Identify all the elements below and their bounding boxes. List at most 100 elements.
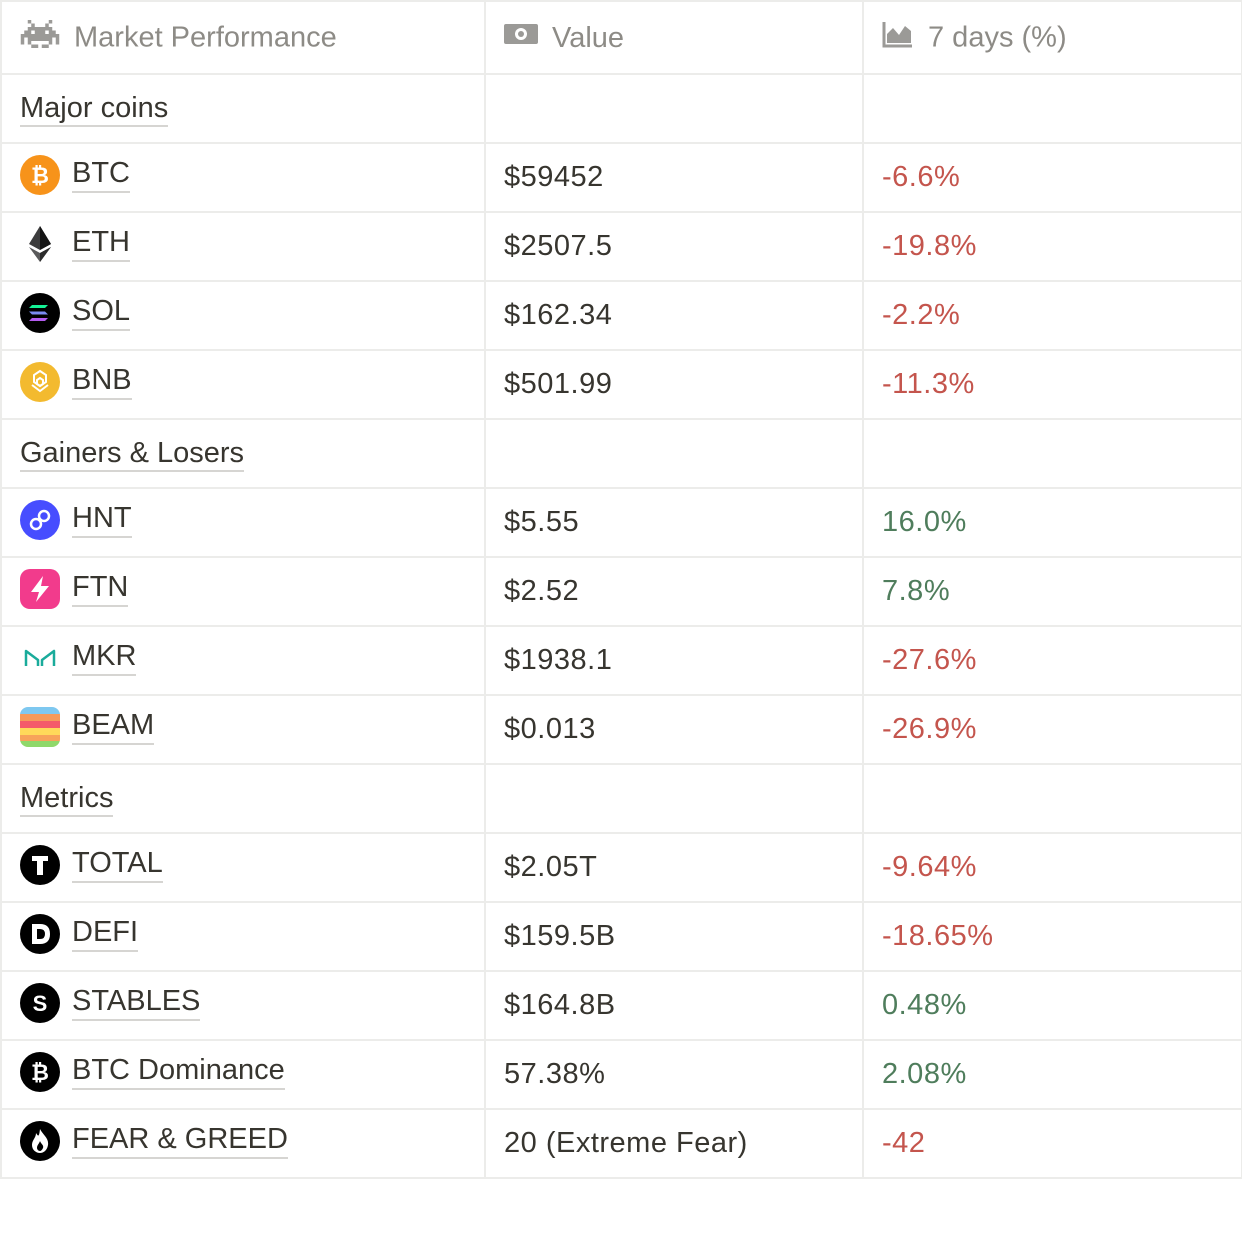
section-row: Major coins xyxy=(0,73,1242,144)
empty-cell[interactable] xyxy=(862,418,1242,489)
asset-cell[interactable]: HNT xyxy=(0,487,486,558)
asset-name[interactable]: SOL xyxy=(72,295,131,331)
asset-change: 2.08% xyxy=(882,1058,967,1090)
column-header-7d-label: 7 days (%) xyxy=(928,21,1067,53)
asset-name[interactable]: BNB xyxy=(72,364,132,400)
change-cell[interactable]: 2.08% xyxy=(862,1039,1242,1110)
asset-change: -19.8% xyxy=(882,230,977,262)
column-header-market-label: Market Performance xyxy=(74,21,337,53)
asset-name[interactable]: BTC xyxy=(72,157,130,193)
column-header-market[interactable]: Market Performance xyxy=(0,0,486,75)
asset-value: $2507.5 xyxy=(504,230,613,262)
asset-change: -26.9% xyxy=(882,713,977,745)
lightning-icon xyxy=(20,569,60,609)
maker-icon xyxy=(20,638,60,678)
asset-name[interactable]: BTC Dominance xyxy=(72,1054,285,1090)
section-title-cell[interactable]: Gainers & Losers xyxy=(0,418,486,489)
change-cell[interactable]: -42 xyxy=(862,1108,1242,1179)
change-cell[interactable]: -26.9% xyxy=(862,694,1242,765)
change-cell[interactable]: -11.3% xyxy=(862,349,1242,420)
asset-name[interactable]: STABLES xyxy=(72,985,201,1021)
value-cell[interactable]: 57.38% xyxy=(484,1039,864,1110)
table-row: ETH $2507.5 -19.8% xyxy=(0,211,1242,282)
section-row: Metrics xyxy=(0,763,1242,834)
column-header-7d[interactable]: 7 days (%) xyxy=(862,0,1242,75)
asset-cell[interactable]: MKR xyxy=(0,625,486,696)
value-cell[interactable]: $164.8B xyxy=(484,970,864,1041)
value-cell[interactable]: $2507.5 xyxy=(484,211,864,282)
empty-cell[interactable] xyxy=(862,763,1242,834)
section-title-cell[interactable]: Metrics xyxy=(0,763,486,834)
section-title[interactable]: Metrics xyxy=(20,782,114,817)
asset-name[interactable]: HNT xyxy=(72,502,132,538)
section-title-cell[interactable]: Major coins xyxy=(0,73,486,144)
asset-cell[interactable]: ₿ BTC xyxy=(0,142,486,213)
change-cell[interactable]: -2.2% xyxy=(862,280,1242,351)
bitcoin-icon: ₿ xyxy=(20,1052,60,1092)
asset-name[interactable]: FTN xyxy=(72,571,129,607)
asset-cell[interactable]: DEFI xyxy=(0,901,486,972)
asset-value: $162.34 xyxy=(504,299,613,331)
section-title[interactable]: Gainers & Losers xyxy=(20,437,245,472)
asset-cell[interactable]: BNB xyxy=(0,349,486,420)
header-row: Market Performance Value 7 days (%) xyxy=(0,0,1242,75)
asset-cell[interactable]: ETH xyxy=(0,211,486,282)
asset-name[interactable]: BEAM xyxy=(72,709,155,745)
asset-change: -6.6% xyxy=(882,161,961,193)
empty-cell[interactable] xyxy=(484,763,864,834)
change-cell[interactable]: -27.6% xyxy=(862,625,1242,696)
helium-icon xyxy=(20,500,60,540)
asset-name[interactable]: DEFI xyxy=(72,916,139,952)
asset-cell[interactable]: S STABLES xyxy=(0,970,486,1041)
asset-cell[interactable]: SOL xyxy=(0,280,486,351)
table-row: BNB $501.99 -11.3% xyxy=(0,349,1242,420)
bnb-icon xyxy=(20,362,60,402)
value-cell[interactable]: $59452 xyxy=(484,142,864,213)
change-cell[interactable]: -18.65% xyxy=(862,901,1242,972)
svg-text:₿: ₿ xyxy=(31,163,49,188)
column-header-value[interactable]: Value xyxy=(484,0,864,75)
asset-name[interactable]: MKR xyxy=(72,640,137,676)
table-row: SOL $162.34 -2.2% xyxy=(0,280,1242,351)
value-cell[interactable]: $0.013 xyxy=(484,694,864,765)
change-cell[interactable]: -6.6% xyxy=(862,142,1242,213)
asset-name[interactable]: FEAR & GREED xyxy=(72,1123,288,1159)
value-cell[interactable]: $501.99 xyxy=(484,349,864,420)
value-cell[interactable]: $2.52 xyxy=(484,556,864,627)
value-cell[interactable]: $159.5B xyxy=(484,901,864,972)
asset-name[interactable]: ETH xyxy=(72,226,130,262)
empty-cell[interactable] xyxy=(484,73,864,144)
section-title[interactable]: Major coins xyxy=(20,92,169,127)
asset-cell[interactable]: BEAM xyxy=(0,694,486,765)
table-row: MKR $1938.1 -27.6% xyxy=(0,625,1242,696)
change-cell[interactable]: -19.8% xyxy=(862,211,1242,282)
market-table: Market Performance Value 7 days (%) Majo… xyxy=(0,0,1242,1179)
asset-value: 57.38% xyxy=(504,1058,606,1090)
empty-cell[interactable] xyxy=(862,73,1242,144)
solana-icon xyxy=(20,293,60,333)
value-cell[interactable]: $162.34 xyxy=(484,280,864,351)
asset-cell[interactable]: FEAR & GREED xyxy=(0,1108,486,1179)
asset-value: $59452 xyxy=(504,161,604,193)
value-cell[interactable]: $1938.1 xyxy=(484,625,864,696)
asset-cell[interactable]: ₿ BTC Dominance xyxy=(0,1039,486,1110)
value-cell[interactable]: 20 (Extreme Fear) xyxy=(484,1108,864,1179)
value-cell[interactable]: $5.55 xyxy=(484,487,864,558)
table-row: ₿ BTC $59452 -6.6% xyxy=(0,142,1242,213)
change-cell[interactable]: -9.64% xyxy=(862,832,1242,903)
asset-change: -9.64% xyxy=(882,851,977,883)
empty-cell[interactable] xyxy=(484,418,864,489)
value-cell[interactable]: $2.05T xyxy=(484,832,864,903)
asset-value: $501.99 xyxy=(504,368,613,400)
change-cell[interactable]: 7.8% xyxy=(862,556,1242,627)
asset-value: $164.8B xyxy=(504,989,616,1021)
change-cell[interactable]: 16.0% xyxy=(862,487,1242,558)
asset-value: $2.05T xyxy=(504,851,598,883)
asset-cell[interactable]: TOTAL xyxy=(0,832,486,903)
letter-s-icon: S xyxy=(20,983,60,1023)
asset-name[interactable]: TOTAL xyxy=(72,847,163,883)
asset-cell[interactable]: FTN xyxy=(0,556,486,627)
change-cell[interactable]: 0.48% xyxy=(862,970,1242,1041)
table-row: DEFI $159.5B -18.65% xyxy=(0,901,1242,972)
asset-value: $1938.1 xyxy=(504,644,613,676)
